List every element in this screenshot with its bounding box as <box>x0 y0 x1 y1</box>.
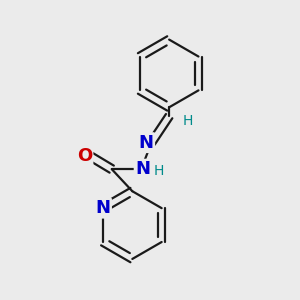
Text: N: N <box>135 160 150 178</box>
Text: H: H <box>154 164 164 178</box>
Text: H: H <box>183 114 194 128</box>
Text: N: N <box>95 199 110 217</box>
Text: N: N <box>139 134 154 152</box>
Text: O: O <box>77 147 92 165</box>
